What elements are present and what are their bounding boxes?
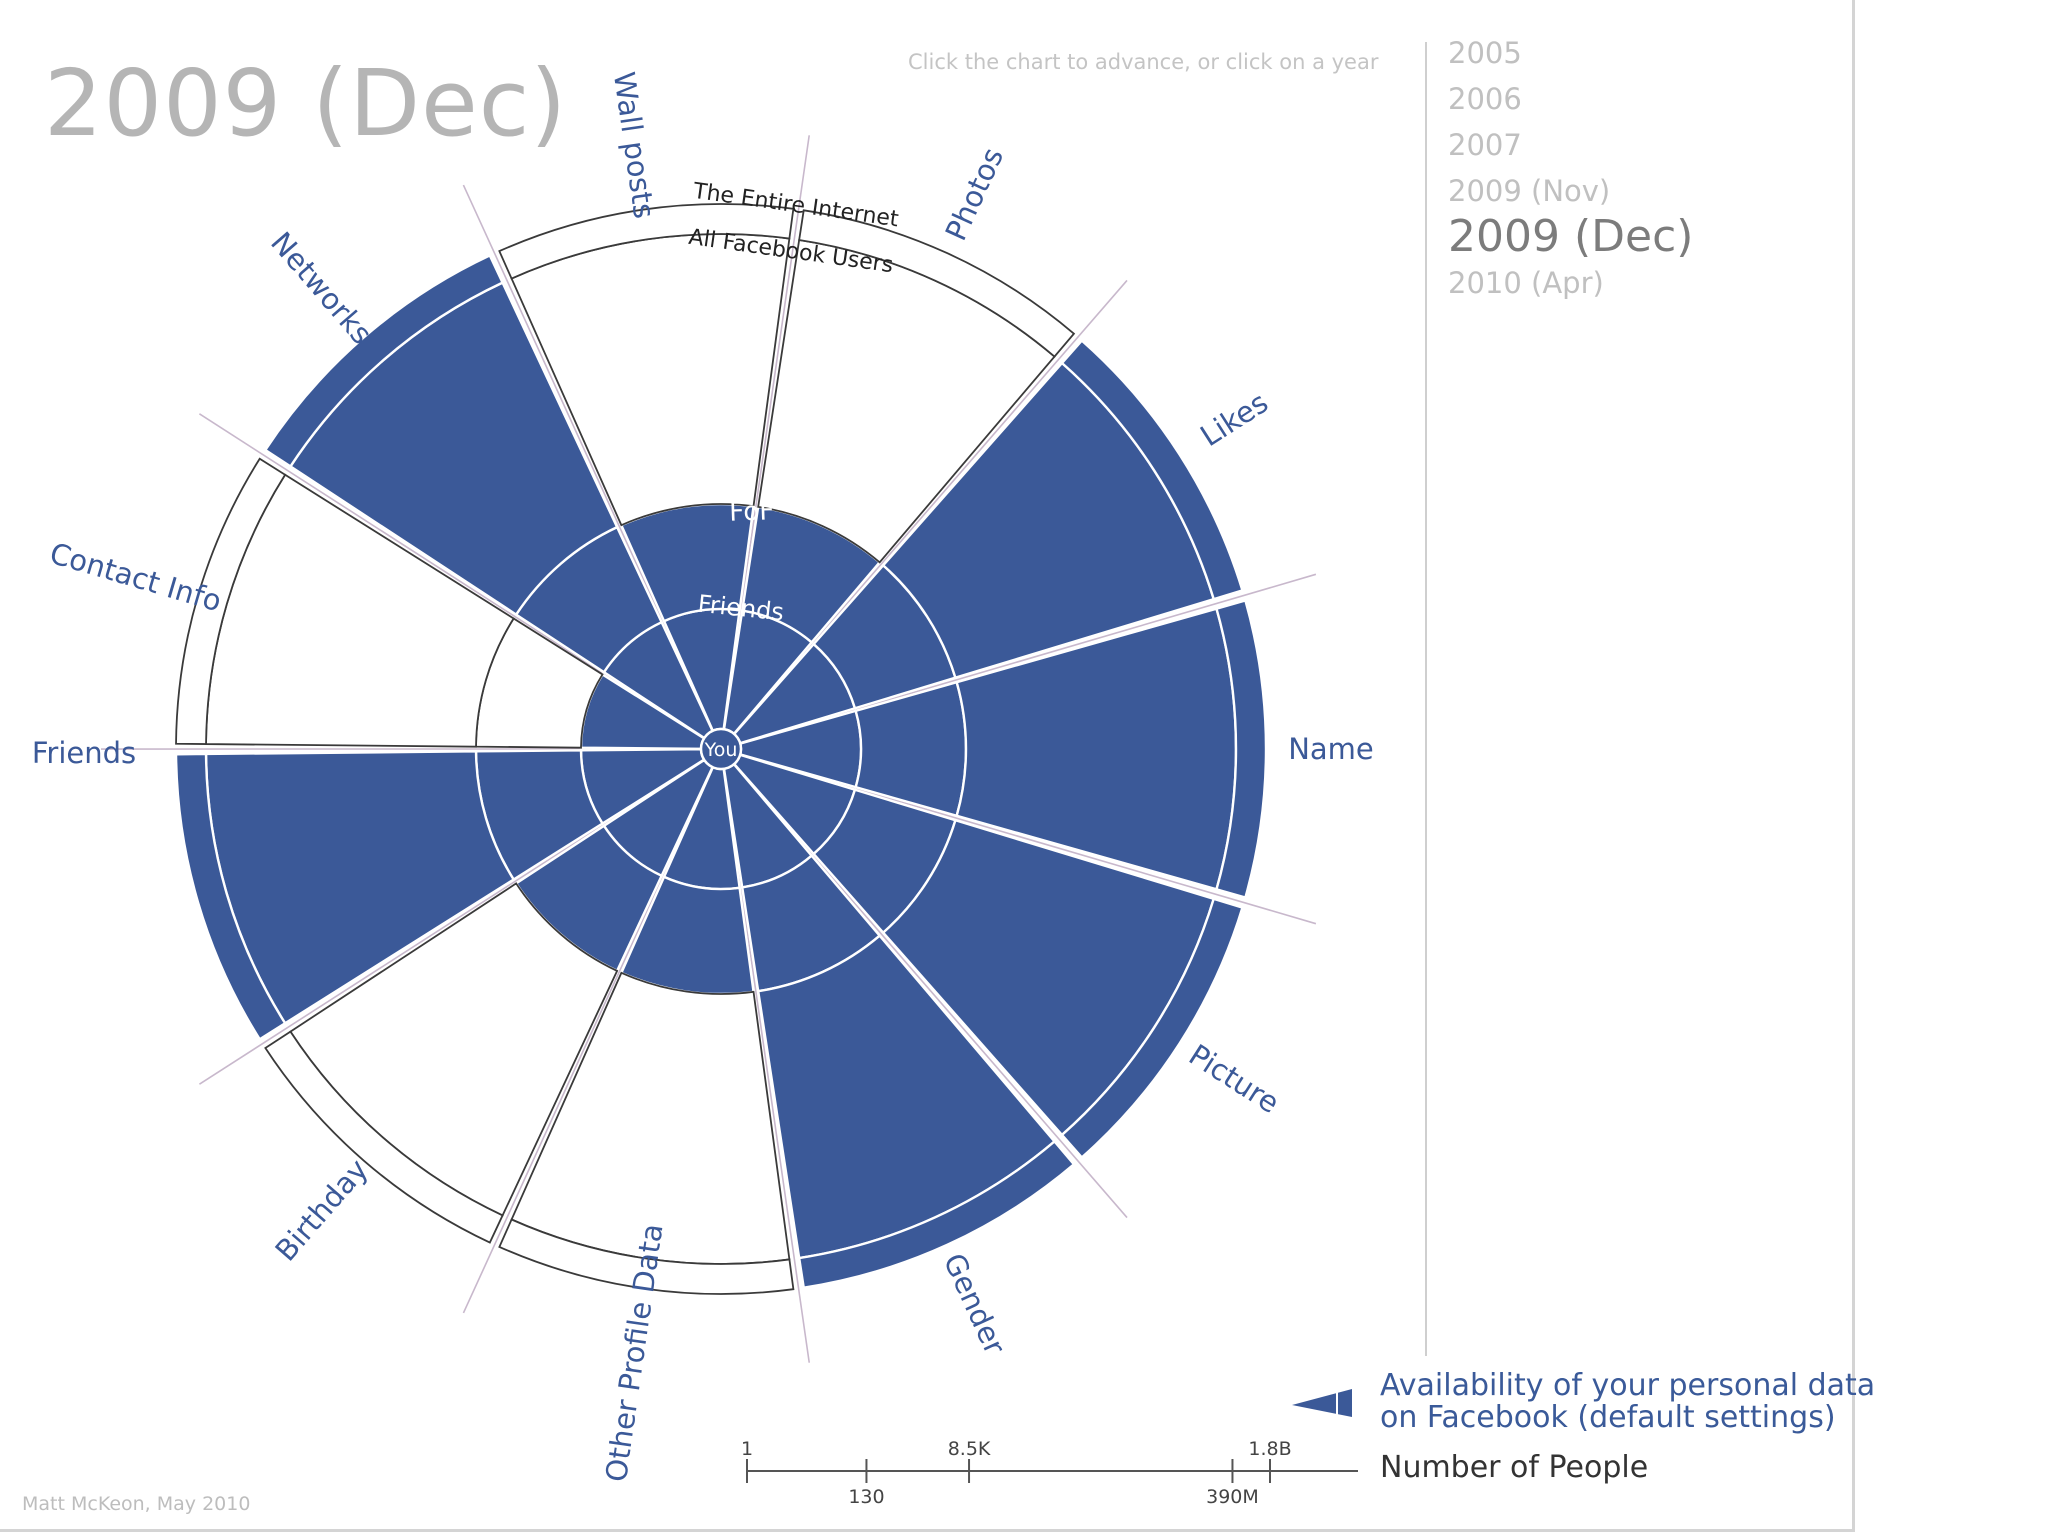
wedge-ring-4[interactable] (797, 1139, 1076, 1290)
credit-text: Matt McKeon, May 2010 (22, 1493, 251, 1515)
legend-availability-line2: on Facebook (default settings) (1380, 1400, 1836, 1435)
category-label: Contact Info (46, 536, 225, 618)
wedge-ring-4[interactable] (498, 203, 795, 280)
spokes-layer (100, 135, 1317, 1363)
scale-tick-label: 130 (848, 1486, 884, 1508)
chart-frame (0, 0, 1855, 1532)
category-other-profile-data[interactable] (498, 765, 795, 1295)
category-label: Friends (32, 736, 136, 770)
year-list: 2005 2006 2007 2009 (Nov) 2009 (Dec) 201… (1448, 30, 1693, 306)
category-label: Photos (939, 143, 1011, 246)
year-link-2009-nov[interactable]: 2009 (Nov) (1448, 174, 1611, 208)
year-link-2007[interactable]: 2007 (1448, 128, 1522, 162)
year-link-2010-apr[interactable]: 2010 (Apr) (1448, 266, 1604, 300)
sector-spoke (759, 279, 1128, 705)
center-you-circle (699, 727, 743, 771)
legend-availability: Availability of your personal data on Fa… (1380, 1370, 1875, 1434)
category-networks[interactable] (263, 253, 715, 740)
category-label: Wall posts (607, 70, 662, 221)
center-you-label: You (704, 739, 738, 761)
category-label: Birthday (268, 1152, 374, 1267)
sector-spoke (778, 765, 1317, 925)
category-label: Name (1288, 732, 1374, 766)
scale-tick-label: 390M (1206, 1486, 1259, 1508)
sector-spoke (728, 135, 811, 690)
category-label: Picture (1183, 1038, 1285, 1121)
category-wall-posts[interactable] (498, 203, 795, 733)
wedges-layer[interactable] (174, 203, 1268, 1295)
category-friends[interactable] (174, 747, 706, 1041)
legend-wedge-icon (1292, 1389, 1352, 1417)
sector-spoke (778, 573, 1317, 733)
sector-spoke (198, 413, 671, 718)
wedge-ring-4[interactable] (1215, 599, 1268, 899)
sector-spoke (462, 184, 697, 695)
sector-spoke (759, 793, 1128, 1219)
year-link-2005[interactable]: 2005 (1448, 36, 1522, 70)
sector-spoke (728, 808, 811, 1363)
category-label: Likes (1194, 385, 1274, 453)
wedge-ring-4[interactable] (798, 209, 1076, 358)
category-picture[interactable] (732, 753, 1244, 1160)
instruction-text: Click the chart to advance, or click on … (908, 50, 1379, 74)
year-link-2009-dec[interactable]: 2009 (Dec) (1448, 211, 1694, 262)
wedge-ring-4[interactable] (498, 1218, 795, 1295)
legend-availability-line1: Availability of your personal data (1380, 1368, 1876, 1403)
category-photos[interactable] (722, 209, 1076, 736)
wedge-ring-4[interactable] (264, 1030, 504, 1244)
sector-spoke (462, 803, 697, 1314)
ring-label-fof: FoF (729, 496, 775, 528)
wedge-ring-4[interactable] (1060, 897, 1244, 1160)
wedge-ring-4[interactable] (1060, 338, 1244, 601)
scale-layer: 1 130 8.5K 390M 1.8B (741, 1389, 1358, 1508)
current-year-title: 2009 (Dec) (44, 50, 568, 157)
year-link-2006[interactable]: 2006 (1448, 82, 1522, 116)
scale-tick-label: 8.5K (948, 1438, 991, 1460)
category-label: Networks (264, 225, 379, 350)
category-gender[interactable] (722, 762, 1076, 1290)
wedge-ring-4[interactable] (175, 457, 287, 745)
category-label: Gender (937, 1248, 1012, 1359)
category-likes[interactable] (732, 338, 1244, 745)
wedge-ring-4[interactable] (174, 752, 287, 1041)
scale-tick-label: 1 (741, 1438, 753, 1460)
legend-number-of-people: Number of People (1380, 1450, 1649, 1485)
year-divider (1425, 42, 1427, 1356)
category-birthday[interactable] (264, 758, 715, 1244)
category-contact-info[interactable] (175, 457, 706, 751)
scale-tick-label: 1.8B (1248, 1438, 1291, 1460)
sector-spoke (198, 780, 671, 1085)
wedge-ring-4[interactable] (263, 253, 505, 469)
